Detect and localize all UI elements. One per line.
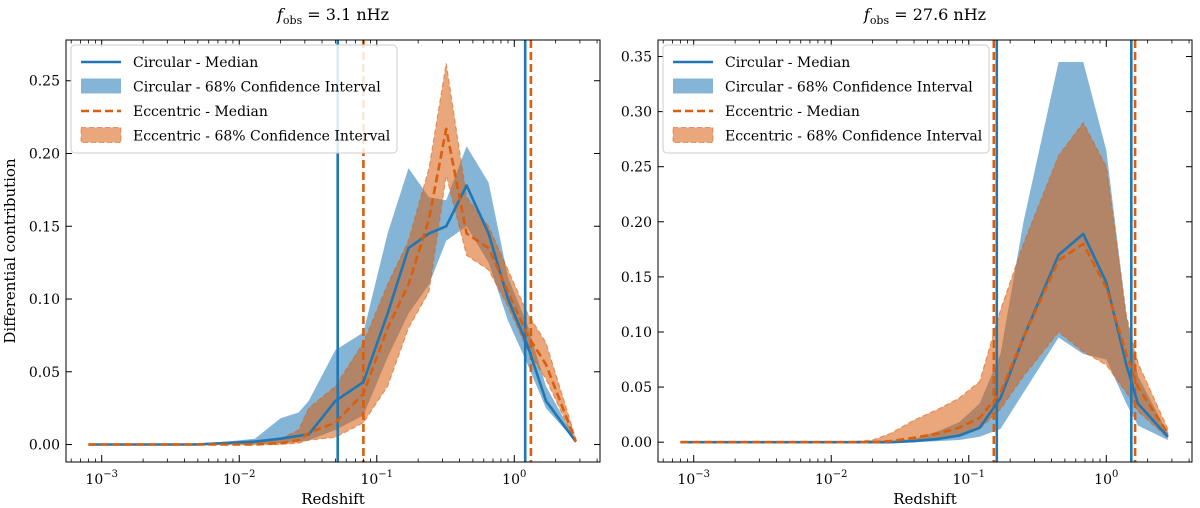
legend-label: Circular - 68% Confidence Interval [133,80,381,96]
y-tick-label: 0.25 [621,160,652,176]
x-tick-label: 10−1 [360,469,393,488]
chart-title: fobs = 3.1 nHz [276,5,389,27]
y-tick-label: 0.30 [621,105,652,121]
y-tick-label: 0.05 [621,380,652,396]
y-axis-label: Differential contribution [1,158,19,344]
legend-box [662,44,990,154]
x-tick-label: 10−2 [223,469,256,488]
y-tick-label: 0.20 [29,147,60,163]
x-tick-label: 100 [502,469,526,488]
legend-swatch [673,78,713,94]
x-tick-label: 10−2 [815,469,848,488]
circular-median-line [88,184,577,446]
plot-area [88,40,578,462]
x-tick-label: 100 [1094,469,1118,488]
eccentric-confidence-band [680,121,1169,443]
legend-swatch [80,127,122,143]
x-tick-label: 10−1 [952,469,985,488]
y-tick-label: 0.05 [29,365,60,381]
plot-frame [657,39,1193,463]
legend-label: Eccentric - Median [725,104,860,120]
legend-label: Circular - 68% Confidence Interval [725,80,973,96]
legend-label: Eccentric - 68% Confidence Interval [133,129,391,145]
y-tick-label: 0.10 [621,325,652,341]
legend: Circular - Median Circular - 68% Confiden… [662,44,990,154]
y-tick-label: 0.25 [29,74,60,90]
legend-box [70,44,398,154]
y-tick-label: 0.00 [29,438,60,454]
legend-label: Eccentric - Median [133,104,268,120]
right-panel: 0.00 0.05 0.10 0.15 0.20 0.25 0.30 0.35 10−3 10−2… [621,5,1193,508]
y-tick-label: 0.10 [29,292,60,308]
x-axis-label: Redshift [893,490,957,508]
y-tick-label: 0.00 [621,435,652,451]
y-tick-label: 0.15 [621,270,652,286]
legend-label: Eccentric - 68% Confidence Interval [725,129,983,145]
legend-swatch [81,78,121,94]
x-tick-label: 10−3 [677,469,710,488]
x-axis-label: Redshift [301,490,365,508]
left-panel: 0.00 0.05 0.10 0.15 0.20 0.25 10−3 10−2 10−1 100 R… [1,5,601,508]
x-tick-label: 10−3 [85,469,118,488]
chart-title: fobs = 27.6 nHz [863,5,986,27]
eccentric-median-line [88,127,578,446]
legend: Circular - Median Circular - 68% Confiden… [70,44,398,154]
legend-label: Circular - Median [725,55,850,71]
legend-swatch [672,127,714,143]
circular-confidence-band [88,146,576,445]
y-tick-label: 0.15 [29,219,60,235]
y-tick-label: 0.35 [621,50,652,66]
legend-label: Circular - Median [133,55,258,71]
y-tick-label: 0.20 [621,215,652,231]
plot-frame [65,39,601,463]
eccentric-median-line [680,242,1169,444]
plot-area [680,40,1169,462]
